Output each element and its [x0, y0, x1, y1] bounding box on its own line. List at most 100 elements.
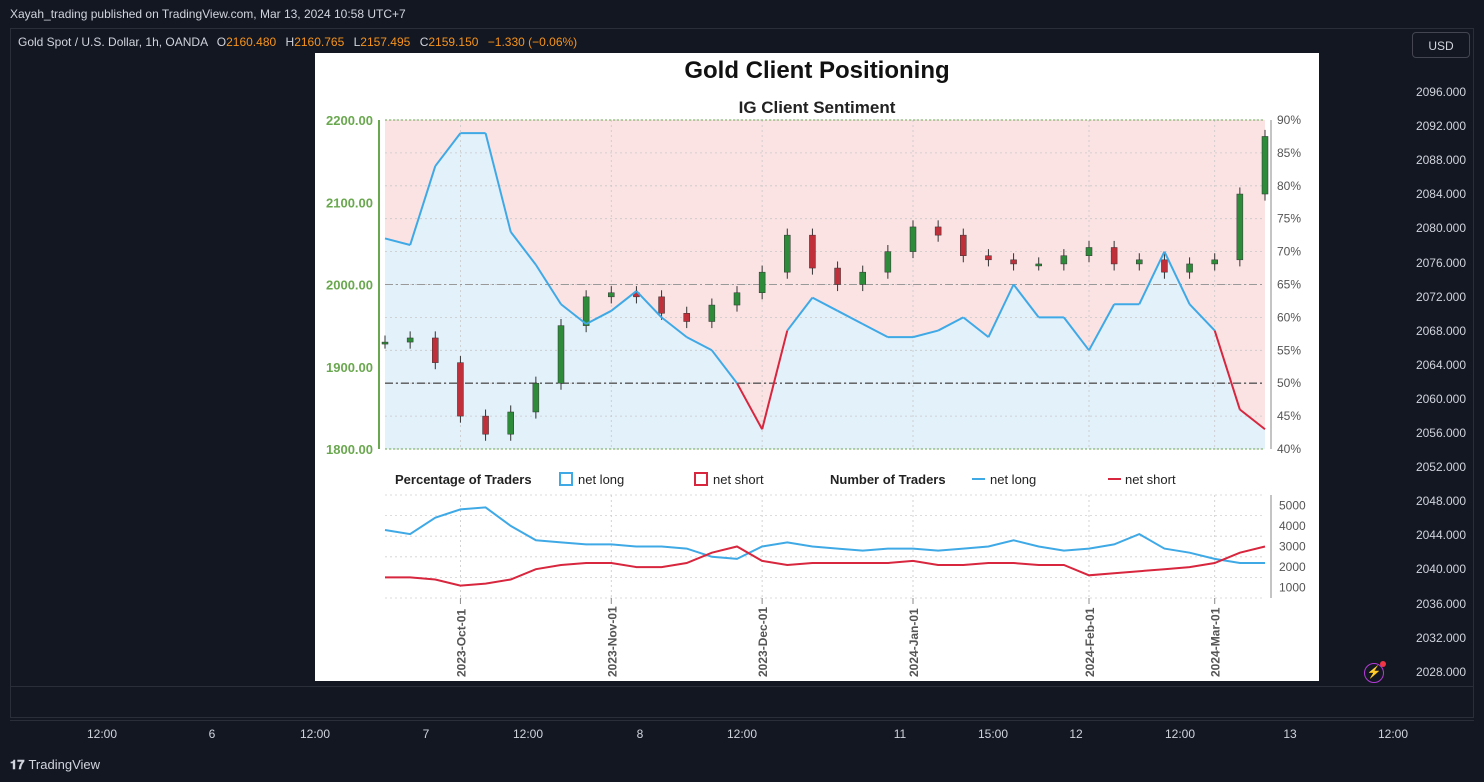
pct-long-segment	[1163, 251, 1191, 305]
price-tick-label: 1900.00	[326, 360, 373, 375]
candle-body	[457, 362, 464, 417]
brand-name: TradingView	[28, 757, 101, 772]
candle-body	[934, 226, 942, 236]
price-tick: 2048.000	[1415, 494, 1466, 509]
close-value: 2159.150	[428, 35, 479, 49]
candle-body	[784, 234, 791, 273]
price-tick-label: 2100.00	[326, 195, 373, 210]
time-tick: 12	[1069, 727, 1083, 741]
candle-body	[507, 411, 514, 435]
pct-long-segment	[384, 237, 411, 246]
x-tick-label: 2023-Nov-01	[605, 606, 619, 677]
pct-long-segment	[811, 296, 839, 312]
price-tick: 2032.000	[1415, 630, 1466, 645]
candle-body	[909, 226, 917, 252]
price-tick: 2052.000	[1415, 460, 1466, 475]
pct-long-segment	[937, 316, 964, 332]
candle-body	[1161, 259, 1168, 273]
pct-long-segment	[987, 284, 1015, 338]
pct-long-segment	[862, 323, 889, 339]
price-tick: 2060.000	[1415, 391, 1466, 406]
candle-body	[381, 341, 389, 345]
price-tick: 2072.000	[1415, 289, 1466, 304]
time-tick: 7	[422, 727, 430, 741]
candle-body	[406, 337, 414, 343]
pct-long-segment	[610, 290, 638, 312]
pct-tick-label: 45%	[1277, 409, 1301, 423]
pct-long-segment	[434, 132, 462, 167]
candle-body	[859, 271, 866, 285]
pct-long-segment	[560, 303, 587, 325]
candle-body	[683, 313, 690, 322]
symbol-name[interactable]: Gold Spot / U.S. Dollar, 1h, OANDA	[18, 35, 208, 49]
pct-long-segment	[535, 264, 562, 305]
change-value: −1.330 (−0.06%)	[487, 35, 578, 49]
pct-tick-label: 70%	[1277, 245, 1301, 259]
pct-long-segment	[1138, 251, 1166, 305]
traders-series-long	[384, 506, 1265, 564]
legend-traders-short-label: net short	[1125, 472, 1176, 487]
traders-tick-label: 2000	[1279, 560, 1306, 574]
candle-body	[758, 271, 766, 293]
pct-tick-label: 85%	[1277, 146, 1301, 160]
alert-bolt-icon[interactable]: ⚡	[1364, 661, 1386, 683]
symbol-legend: Gold Spot / U.S. Dollar, 1h, OANDA O2160…	[18, 35, 577, 49]
currency-button[interactable]: USD	[1412, 32, 1470, 58]
tradingview-logo-icon: 𝟏𝟕	[10, 757, 25, 772]
pct-tick-label: 60%	[1277, 310, 1301, 324]
price-tick: 2096.000	[1415, 85, 1466, 99]
time-tick: 12:00	[86, 727, 118, 741]
pct-tick-label: 75%	[1277, 212, 1301, 226]
candle-body	[834, 267, 841, 285]
candle-body	[1261, 136, 1269, 195]
time-tick: 12:00	[299, 727, 331, 741]
price-tick: 2040.000	[1415, 562, 1466, 577]
open-label: O	[216, 35, 227, 49]
traders-tick-label: 1000	[1279, 581, 1306, 595]
traders-tick-label: 5000	[1279, 498, 1306, 512]
tradingview-brand[interactable]: 𝟏𝟕 TradingView	[10, 757, 100, 773]
pct-long-segment	[585, 309, 612, 325]
candle-body	[482, 415, 489, 435]
candle-body	[658, 296, 665, 314]
legend-traders-long-label: net long	[990, 472, 1036, 487]
price-tick: 2044.000	[1415, 528, 1466, 543]
x-tick-label: 2024-Feb-01	[1083, 607, 1097, 677]
candle-body	[960, 234, 967, 256]
legend-long-box	[559, 472, 573, 486]
x-tick-label: 2024-Mar-01	[1209, 607, 1223, 677]
pct-long-segment	[1239, 408, 1266, 431]
pct-tick-label: 90%	[1277, 113, 1301, 127]
price-tick: 2088.000	[1415, 153, 1466, 168]
pct-tick-label: 50%	[1277, 376, 1301, 390]
legend-traders-title: Number of Traders	[830, 472, 946, 487]
pct-long-segment	[686, 336, 713, 352]
x-tick-label: 2024-Jan-01	[907, 608, 921, 677]
pct-tick-label: 40%	[1277, 442, 1301, 456]
price-tick: 2036.000	[1415, 596, 1466, 611]
sentiment-image: Gold Client Positioning IG Client Sentime…	[315, 53, 1319, 681]
candle-body	[1035, 263, 1042, 267]
candle-body	[884, 251, 892, 273]
pct-long-segment	[660, 316, 688, 338]
pane-divider[interactable]	[10, 686, 1474, 687]
pct-long-segment	[484, 132, 512, 233]
pct-tick-label: 65%	[1277, 278, 1301, 292]
candle-body	[733, 292, 741, 306]
price-tick-label: 2200.00	[326, 113, 373, 128]
price-tick-label: 1800.00	[326, 442, 373, 457]
legend-long-label: net long	[578, 472, 624, 487]
candle-body	[557, 325, 565, 384]
legend-pct-title: Percentage of Traders	[395, 472, 532, 487]
candle-body	[608, 292, 615, 298]
candle-body	[1186, 263, 1193, 273]
pct-long-segment	[786, 297, 814, 332]
candle-body	[432, 337, 439, 363]
publish-info: Xayah_trading published on TradingView.c…	[10, 7, 406, 21]
traders-tick-label: 4000	[1279, 519, 1306, 533]
time-axis[interactable]: 12:00 6 12:00 7 12:00 8 12:00 11 15:00 12 12:00 13 1…	[10, 720, 1474, 747]
chart-subtitle: IG Client Sentiment	[739, 98, 896, 117]
candle-body	[532, 382, 540, 413]
traders-tick-label: 3000	[1279, 540, 1306, 554]
price-axis[interactable]: 2096.000 2092.000 2088.000 2084.000 2080.000…	[1398, 0, 1478, 700]
